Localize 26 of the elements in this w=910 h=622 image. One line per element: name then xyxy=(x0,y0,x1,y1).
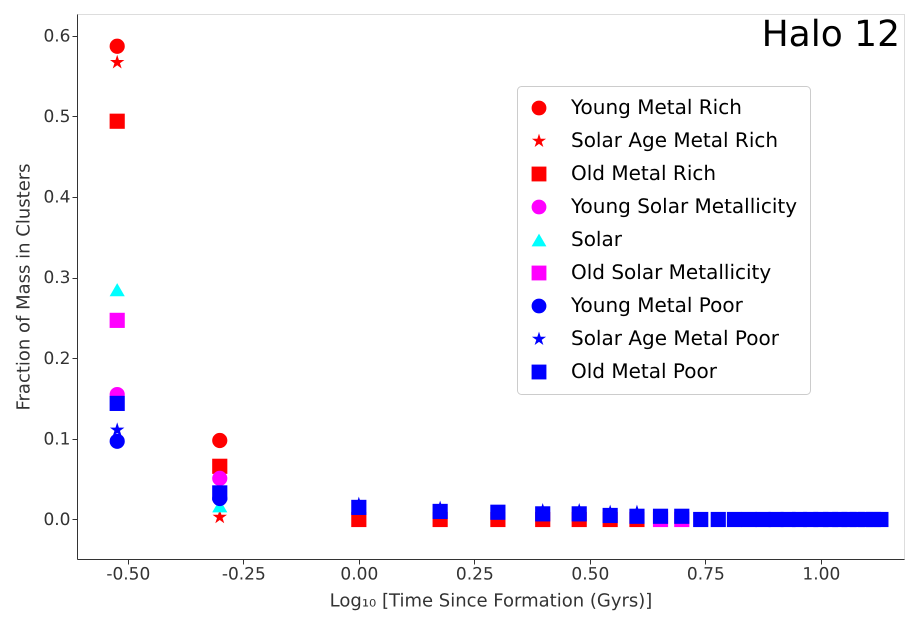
x-tick-label: -0.50 xyxy=(106,564,150,584)
x-tick-label: 0.75 xyxy=(686,564,725,584)
x-tick-label: 0.50 xyxy=(571,564,610,584)
y-tick-label: 0.1 xyxy=(43,429,70,450)
legend-label: Young Metal Poor xyxy=(570,293,744,317)
legend-label: Young Metal Rich xyxy=(570,95,742,119)
chart-title: Halo 12 xyxy=(762,14,900,55)
x-axis-title: Log₁₀ [Time Since Formation (Gyrs)] xyxy=(330,590,652,612)
y-axis-title: Fraction of Mass in Clusters xyxy=(13,163,34,411)
y-tick-label: 0.4 xyxy=(43,188,70,208)
y-tick-label: 0.6 xyxy=(43,26,70,46)
y-tick-label: 0.0 xyxy=(43,510,70,530)
legend-label: Old Solar Metallicity xyxy=(571,260,772,284)
x-tick-label: 1.00 xyxy=(802,564,840,584)
legend-label: Old Metal Poor xyxy=(571,359,718,383)
legend-label: Young Solar Metallicity xyxy=(570,194,798,218)
legend-label: Solar Age Metal Rich xyxy=(571,128,778,152)
legend-label: Solar Age Metal Poor xyxy=(571,326,780,350)
legend-label: Solar xyxy=(571,227,623,251)
legend-label: Old Metal Rich xyxy=(571,161,716,185)
y-tick-label: 0.2 xyxy=(43,348,70,369)
x-tick-label: 0.25 xyxy=(456,564,494,584)
x-tick-label: 0.00 xyxy=(340,564,378,584)
y-tick-label: 0.5 xyxy=(43,106,70,127)
y-tick-label: 0.3 xyxy=(43,268,70,288)
x-tick-label: -0.25 xyxy=(222,564,266,584)
